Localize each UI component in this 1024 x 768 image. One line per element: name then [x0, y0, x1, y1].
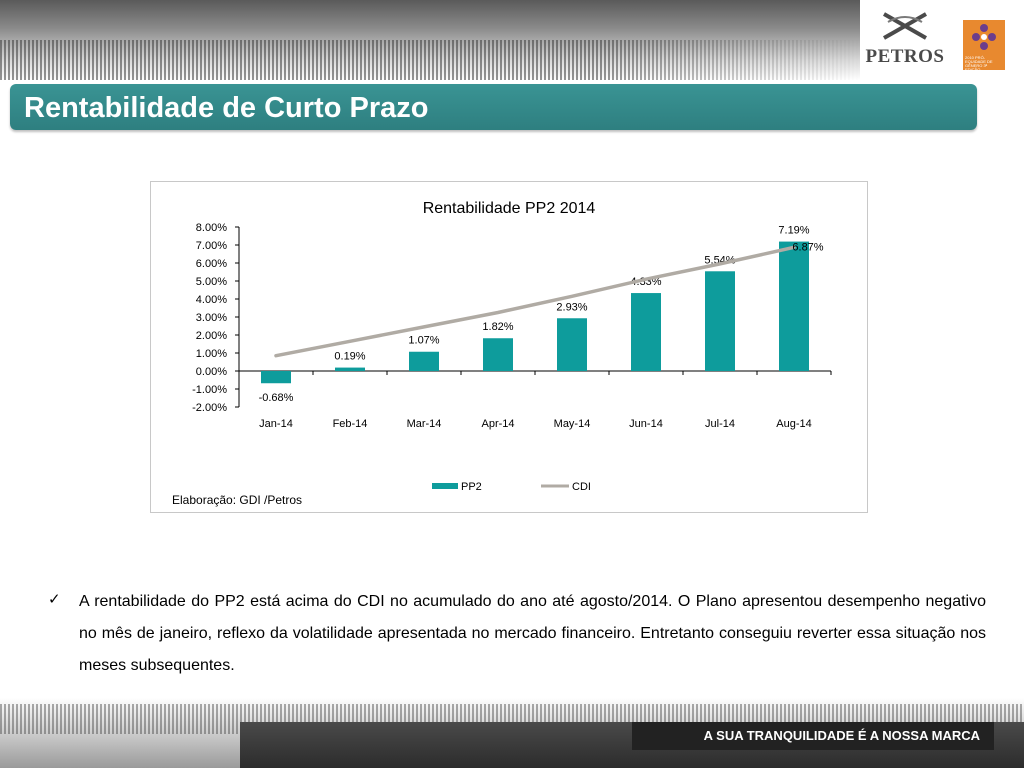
- bar-pp2: [779, 241, 809, 371]
- y-tick-label: 6.00%: [196, 258, 227, 270]
- bar-data-label: 0.19%: [334, 351, 365, 363]
- legend-label-pp2: PP2: [461, 481, 482, 493]
- y-tick-label: 5.00%: [196, 276, 227, 288]
- bullet-text: A rentabilidade do PP2 está acima do CDI…: [79, 593, 986, 674]
- petros-logo-text: PETROS: [865, 46, 945, 67]
- bar-pp2: [557, 318, 587, 371]
- y-tick-label: -1.00%: [192, 384, 227, 396]
- y-tick-label: -2.00%: [192, 402, 227, 414]
- x-tick-label: Apr-14: [481, 418, 514, 430]
- bar-pp2: [409, 351, 439, 371]
- chart-frame: Rentabilidade PP2 2014 8.00% 7.00% 6.00% 5.0…: [150, 181, 868, 513]
- bar-pp2: [631, 293, 661, 371]
- x-tick-label: Jul-14: [705, 418, 735, 430]
- bar-pp2: [483, 338, 513, 371]
- x-tick-label: Mar-14: [407, 418, 442, 430]
- chart-title: Rentabilidade PP2 2014: [423, 200, 596, 217]
- footer-slogan: A SUA TRANQUILIDADE É A NOSSA MARCA: [703, 728, 980, 743]
- bar-data-label: 2.93%: [556, 301, 587, 313]
- slogan-box: A SUA TRANQUILIDADE É A NOSSA MARCA: [632, 722, 994, 750]
- y-tick-label: 7.00%: [196, 240, 227, 252]
- pro-equidade-badge: 2010 PRÓ-EQUIDADE DE GÊNERO 3ª EDIÇÃO: [963, 20, 1005, 72]
- bar-pp2: [705, 271, 735, 371]
- header-stripes: [0, 40, 860, 80]
- x-tick-label: Jun-14: [629, 418, 663, 430]
- bar-pp2: [261, 371, 291, 384]
- checkmark-icon: ✓: [48, 591, 61, 608]
- line-cdi: [274, 245, 796, 358]
- y-tick-label: 8.00%: [196, 222, 227, 234]
- badge-text: 2010 PRÓ-EQUIDADE DE GÊNERO 3ª EDIÇÃO: [965, 55, 993, 72]
- legend-swatch-pp2: [432, 483, 458, 489]
- y-tick-label: 1.00%: [196, 348, 227, 360]
- x-tick-label: May-14: [554, 418, 591, 430]
- petros-logo: PETROS: [862, 8, 948, 72]
- pro-equidade-icon: [972, 24, 996, 50]
- page-title: Rentabilidade de Curto Prazo: [24, 92, 429, 124]
- y-tick-label: 0.00%: [196, 366, 227, 378]
- bar-data-label: 1.82%: [482, 321, 513, 333]
- bar-pp2: [335, 367, 365, 371]
- line-data-label: 6.87%: [792, 241, 823, 253]
- bar-data-label: -0.68%: [259, 392, 294, 404]
- legend-label-cdi: CDI: [572, 481, 591, 493]
- bar-data-label: 1.07%: [408, 335, 439, 347]
- x-tick-label: Aug-14: [776, 418, 811, 430]
- y-tick-label: 2.00%: [196, 330, 227, 342]
- x-tick-label: Feb-14: [333, 418, 368, 430]
- petros-logo-icon: [883, 12, 927, 40]
- y-tick-label: 4.00%: [196, 294, 227, 306]
- rentabilidade-chart: Rentabilidade PP2 2014 8.00% 7.00% 6.00% 5.0…: [192, 200, 832, 493]
- chart-credit: Elaboração: GDI /Petros: [172, 493, 303, 507]
- x-tick-label: Jan-14: [259, 418, 293, 430]
- title-bar: Rentabilidade de Curto Prazo: [10, 84, 977, 130]
- bar-data-label: 7.19%: [778, 225, 809, 237]
- y-tick-label: 3.00%: [196, 312, 227, 324]
